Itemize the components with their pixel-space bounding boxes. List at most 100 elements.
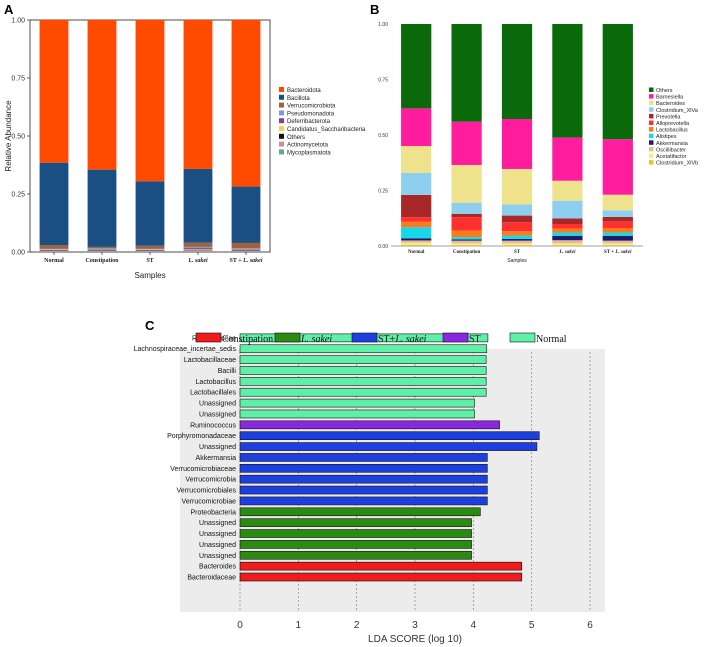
panel-b-legend-label: Others [656, 88, 673, 94]
panel-c-bar-unassigned [239, 540, 472, 549]
panel-b-bar-oscillibacter-constipation [451, 240, 482, 244]
panel-b-bar-prevotella-constipation [451, 213, 482, 218]
panel-a-x-tick-label: ST + L. sakei [230, 258, 263, 264]
panel-a-bar-bacteroidota-normal [39, 20, 69, 163]
panel-b-legend-label: Clostridium_XlVb [656, 161, 698, 167]
panel-c-bar-lactobacillales [239, 387, 487, 397]
panel-a-legend-label: Deferribacterota [287, 119, 331, 125]
panel-b-bar-others-st [501, 24, 533, 120]
panel-a-bar-verrucomicrobiota-st-l-sakei [231, 242, 261, 249]
panel-b-bar-clostridium-xlvb-normal [401, 244, 432, 246]
panel-b-bar-acetatifactor-st-l-sakei [602, 243, 633, 246]
panel-c-legend-swatch-normal [509, 332, 536, 343]
panel-a-bar-pseudomonadota-l-sakei [183, 246, 213, 249]
panel-a-y-tick-label: 0.25 [11, 192, 25, 199]
panel-a-bar-mycoplasmatota-st [135, 251, 165, 252]
panel-c-row-label: Unassigned [199, 401, 236, 408]
panel-b-x-tick-label: ST [514, 250, 521, 255]
panel-c-legend-label: L. sakei [300, 334, 332, 345]
panel-b-bar-akkermansia-normal [401, 238, 432, 241]
panel-b-bar-clostridium-xlvb-st [501, 245, 533, 246]
panel-b-bar-bacteroides-st-l-sakei [602, 194, 633, 211]
panel-b-bar-alloprevotella-l-sakei [552, 224, 583, 229]
panel-a-legend-label: Bacteroidota [287, 88, 321, 94]
panel-a-legend-swatch-verrucomicrobiota [279, 102, 284, 108]
panel-b-bar-bacteroides-l-sakei [552, 180, 583, 201]
panel-c-bar-lactobacillus [239, 377, 487, 386]
panel-b-x-tick-label: L. sakei [558, 250, 576, 255]
panel-c-row-label: Bacteroidaceae [187, 575, 236, 582]
panel-a-x-tick-label: ST [146, 258, 153, 264]
panel-c-row-label: Verrucomicrobia [185, 477, 236, 484]
panel-c-x-tick-label: 4 [471, 620, 477, 631]
panel-c-x-axis-label: LDA SCORE (log 10) [368, 634, 462, 645]
panel-a-bar-deferribacterota-st-l-sakei [231, 248, 261, 250]
panel-c-bar-unassigned [239, 550, 472, 560]
panel-a-bar-actinomycetota-normal [39, 250, 69, 252]
panel-c-legend-label: Constipation [222, 334, 273, 345]
panel-a-legend-label: Bacillota [287, 96, 310, 102]
panel-b-x-axis-label: Samples [507, 258, 527, 264]
panel-c-row-label: Ruminococcus [190, 422, 236, 429]
panel-a-x-axis-label: Samples [134, 271, 165, 280]
panel-b-x-tick-label: Normal [408, 250, 425, 255]
panel-a-bar-pseudomonadota-constipation [87, 248, 117, 249]
panel-a-bar-candidatus-saccharibacteria-l-sakei [183, 248, 213, 250]
panel-b-bar-clostridium-xlvb-constipation [451, 245, 482, 246]
panel-b-legend-label: Oscillibacter [656, 147, 686, 153]
panel-a-legend-swatch-bacteroidota [279, 87, 284, 92]
panel-c-x-tick-label: 1 [296, 620, 302, 631]
panel-b-bar-acetatifactor-normal [401, 242, 432, 245]
panel-a-legend-swatch-pseudomonadota [279, 110, 284, 116]
panel-a-x-tick-label: Constipation [85, 258, 119, 264]
panel-c-bar-ruminococcus [239, 420, 500, 430]
panel-a-y-tick-label: 0.50 [11, 134, 25, 141]
panel-b-bar-oscillibacter-st-l-sakei [602, 240, 633, 244]
panel-a-bar-deferribacterota-st [135, 248, 165, 250]
panel-b-bar-alistipes-st [501, 235, 533, 239]
panel-a-bar-bacteroidota-l-sakei [183, 20, 213, 169]
panel-a-bar-mycoplasmatota-st-l-sakei [231, 251, 261, 252]
panel-b-bar-bacteroides-normal [401, 146, 432, 173]
panel-a-bar-verrucomicrobiota-normal [39, 245, 69, 249]
panel-a-bar-verrucomicrobiota-constipation [87, 246, 117, 249]
panel-b-y-tick-label: 0.00 [378, 244, 388, 250]
panel-a-y-tick-label: 1.00 [11, 18, 25, 25]
panel-c-row-label: Bacteroides [199, 564, 236, 571]
panel-b-legend-label: Alloprevotella [656, 121, 690, 127]
panel-a-bar-mycoplasmatota-constipation [87, 251, 117, 252]
panel-b-x-tick-label: Constipation [453, 250, 481, 255]
panel-b-legend-swatch-clostridium-xlva [649, 107, 654, 112]
panel-a-legend-label: Candidatus_Saccharibacteria [287, 127, 366, 133]
panel-b-bar-alistipes-normal [401, 227, 432, 239]
panel-c-row-label: Verrucomicrobiales [176, 488, 236, 495]
panel-a-legend-label: Verrucomicrobiota [287, 104, 336, 110]
panel-b-bar-barnesiella-st-l-sakei [602, 139, 633, 195]
panel-a-bar-bacillota-st-l-sakei [231, 186, 261, 243]
panel-b-bar-clostridium-xlvb-st-l-sakei [602, 245, 633, 246]
panel-c-x-tick-label: 0 [237, 620, 243, 631]
panel-c-legend-swatch-st-l-sakei [351, 332, 378, 343]
panel-c-row-label: Lachnospiraceae_incertae_sedis [134, 346, 237, 353]
panel-b-bar-clostridium-xlva-st [501, 204, 533, 216]
panel-b-bar-clostridium-xlva-constipation [451, 202, 482, 214]
panel-b-bar-acetatifactor-st [501, 243, 533, 246]
panel-a-bar-mycoplasmatota-l-sakei [183, 251, 213, 252]
panel-a-bar-bacteroidota-constipation [87, 20, 117, 170]
panel-c-row-label: Unassigned [199, 553, 236, 560]
panel-c-row-label: Verrucomicrobiaceae [170, 466, 236, 473]
panel-a-legend-swatch-others [279, 133, 284, 139]
panel-a-legend-label: Others [287, 135, 305, 141]
panel-c-x-tick-label: 6 [587, 620, 593, 631]
panel-b-bar-alloprevotella-constipation [451, 217, 482, 231]
panel-c-x-tick-label: 3 [412, 620, 418, 631]
panel-b-bar-prevotella-st [501, 215, 533, 223]
panel-c-legend-swatch-constipation [195, 332, 222, 343]
panel-b-bar-barnesiella-constipation [451, 121, 482, 165]
panel-a-bar-mycoplasmatota-normal [39, 251, 69, 252]
panel-b-bar-others-constipation [451, 24, 482, 122]
panel-b-bar-barnesiella-normal [401, 108, 432, 147]
panel-b-legend-swatch-lactobacillus [649, 127, 654, 132]
